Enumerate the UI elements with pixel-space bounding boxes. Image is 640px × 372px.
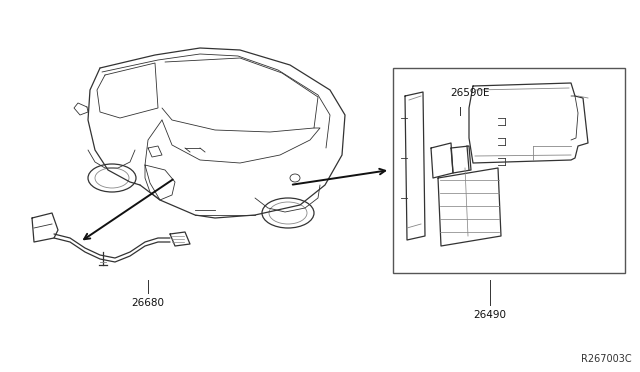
Text: R267003C: R267003C xyxy=(581,354,632,364)
Bar xyxy=(393,68,625,273)
Text: 26590E: 26590E xyxy=(451,88,490,98)
Text: 26490: 26490 xyxy=(474,310,506,320)
Text: 26680: 26680 xyxy=(131,298,164,308)
